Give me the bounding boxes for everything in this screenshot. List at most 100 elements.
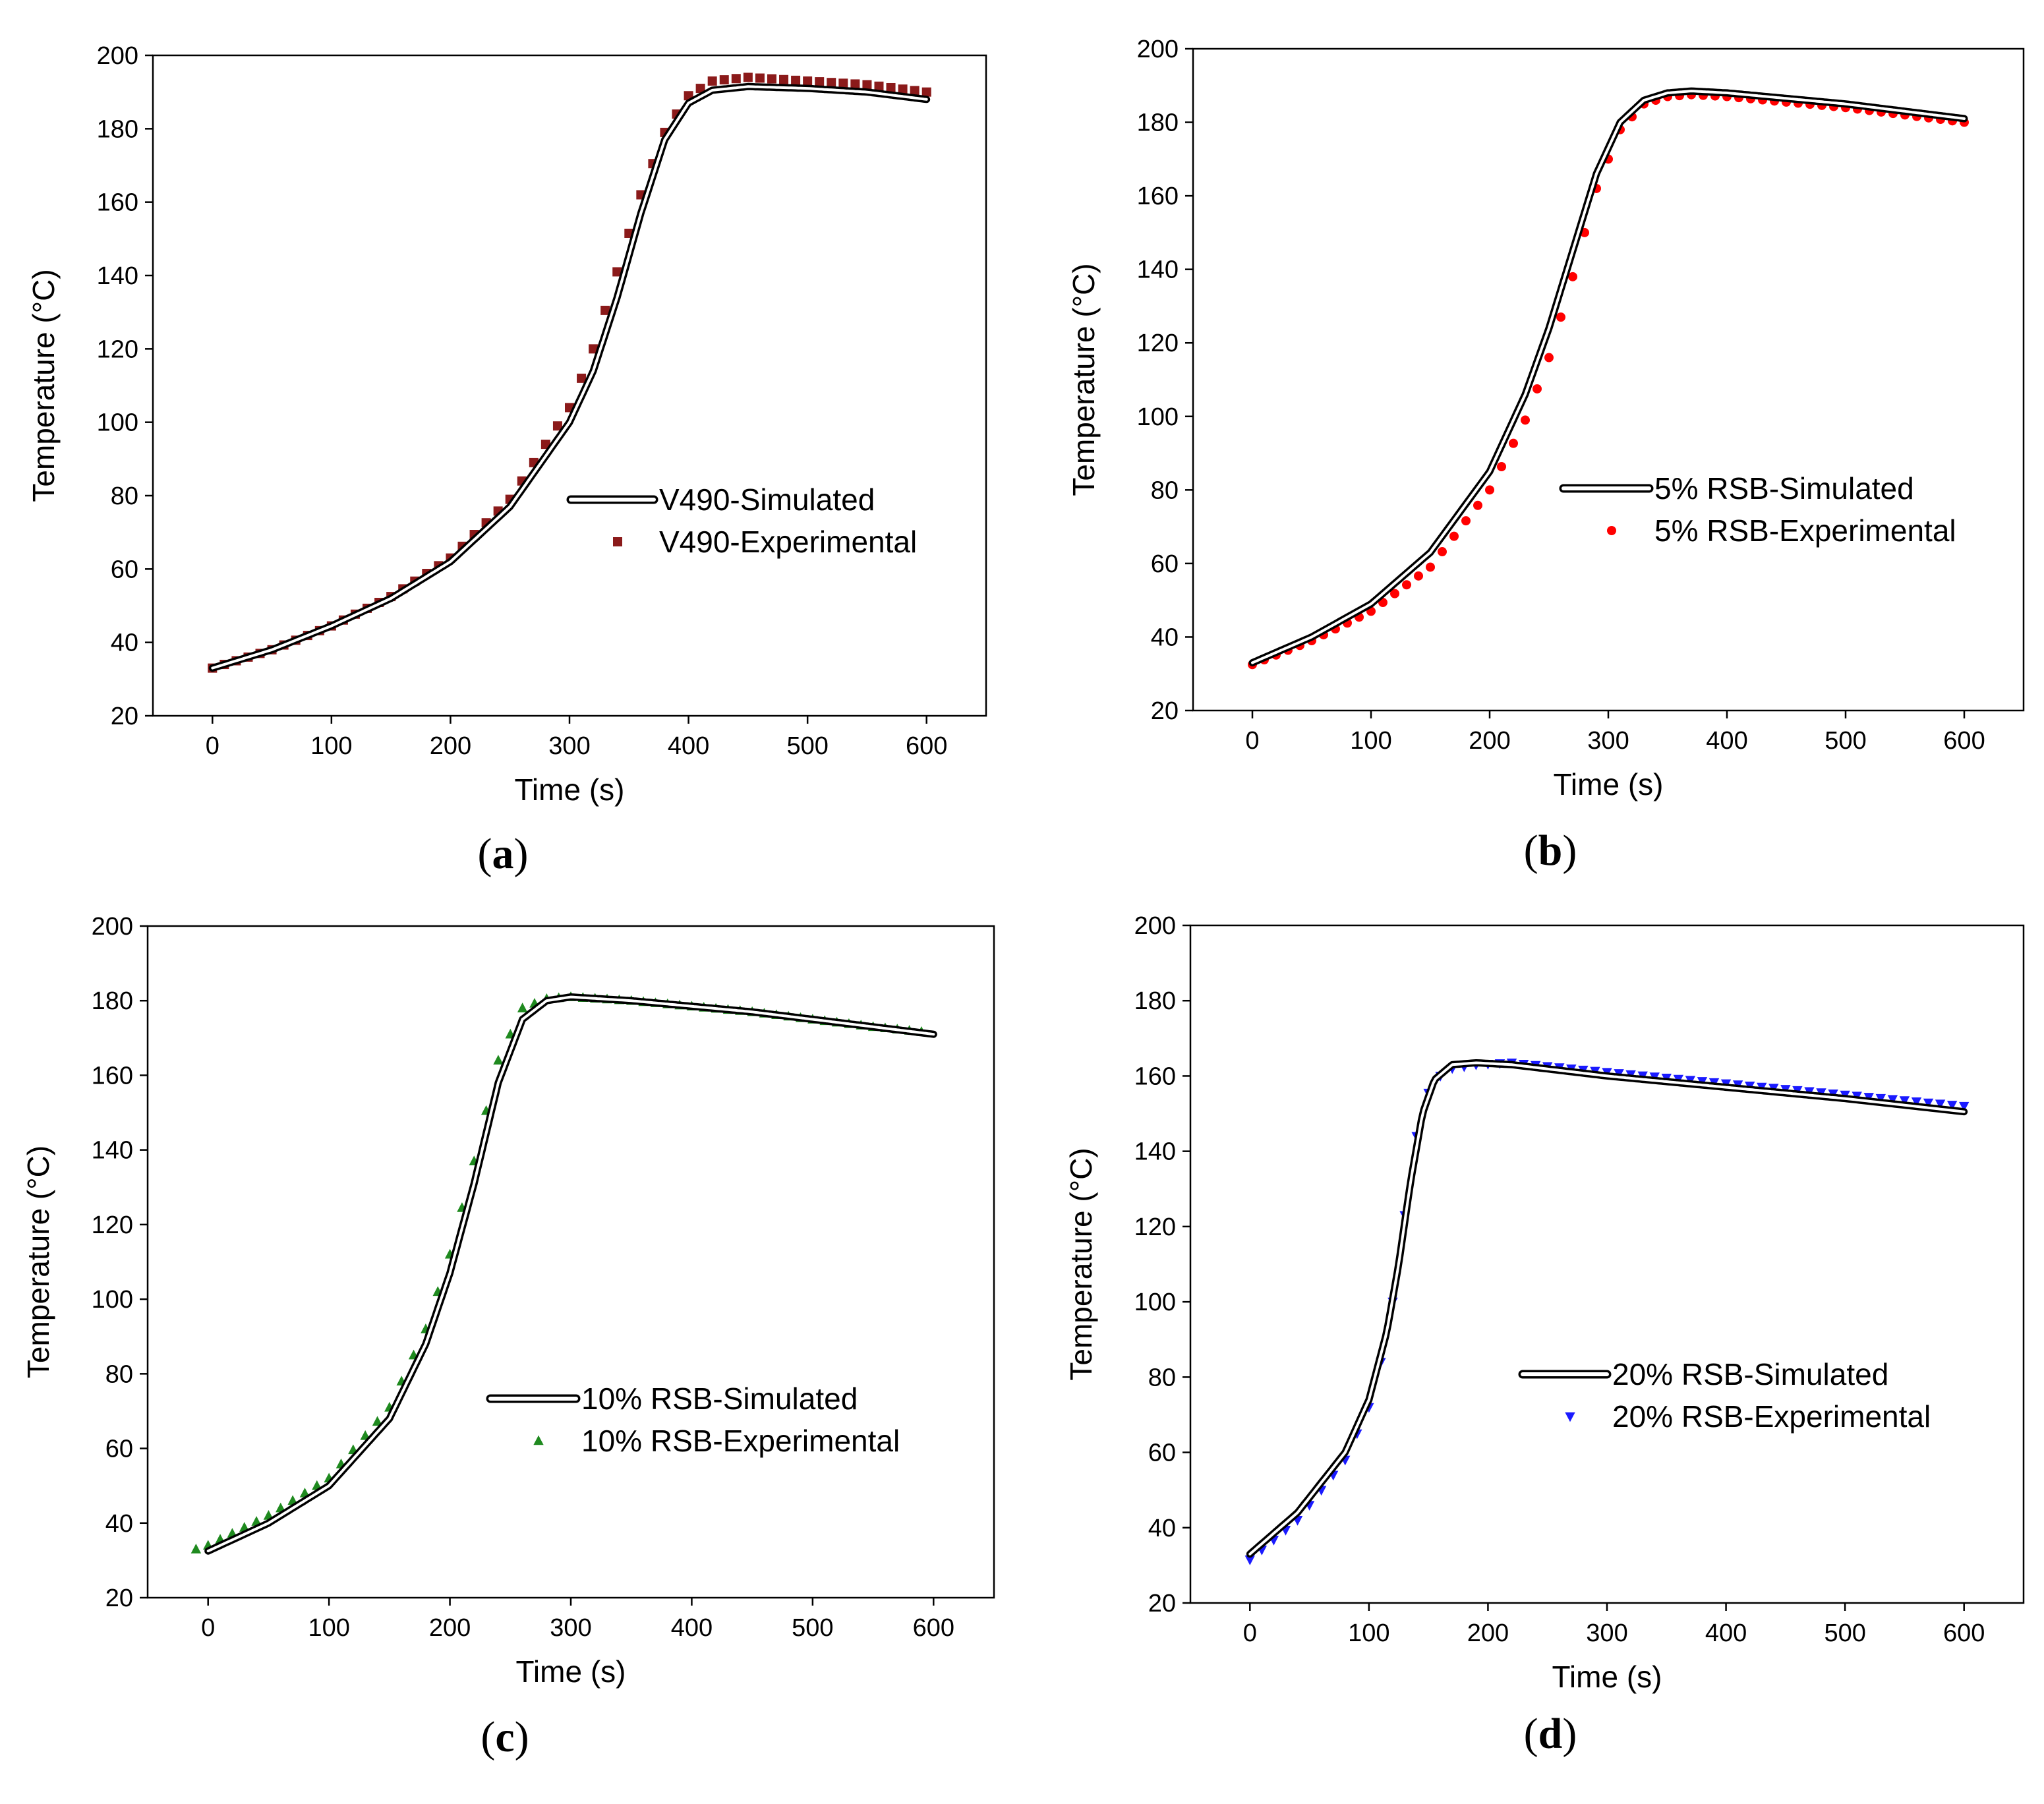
y-tick-label: 20 (105, 1585, 133, 1612)
experimental-point (707, 76, 717, 86)
experimental-point (1556, 312, 1565, 322)
experimental-point (1521, 415, 1530, 425)
experimental-point (779, 74, 789, 84)
experimental-point (1390, 589, 1399, 598)
x-tick-label: 300 (1587, 727, 1629, 755)
legend: V490-Simulated V490-Experimental (566, 482, 917, 559)
experimental-point (767, 74, 776, 84)
legend-simulated-label: 5% RSB-Simulated (1654, 471, 1914, 506)
legend-experimental-marker (1565, 1412, 1575, 1422)
panel-caption-letter: d (1538, 1710, 1563, 1758)
x-tick-label: 600 (1943, 727, 1985, 755)
experimental-point (1923, 1098, 1934, 1109)
experimental-point (612, 267, 622, 277)
panel-caption-letter: b (1538, 827, 1563, 875)
y-tick-label: 60 (1148, 1440, 1176, 1467)
x-tick-label: 600 (906, 732, 947, 760)
y-tick-label: 180 (1137, 109, 1179, 137)
experimental-point (1568, 272, 1577, 281)
x-tick-label: 300 (550, 1614, 591, 1642)
experimental-point (372, 1416, 383, 1426)
legend-experimental-label: 20% RSB-Experimental (1612, 1399, 1931, 1434)
y-axis-label: Temperature (°C) (26, 269, 61, 502)
experimental-point (743, 73, 753, 82)
y-tick-label: 100 (1137, 403, 1179, 431)
experimental-point (517, 1003, 528, 1012)
experimental-point (1402, 580, 1411, 590)
y-tick-label: 200 (1134, 912, 1176, 940)
panel-caption: (c) (481, 1713, 529, 1761)
experimental-point (251, 1516, 262, 1526)
x-axis-label: Time (s) (1554, 767, 1664, 801)
x-tick-label: 200 (430, 732, 471, 760)
experimental-point (1911, 1097, 1922, 1107)
x-tick-label: 200 (1469, 727, 1510, 755)
panel-c: 20 40 60 80 100 120 140 160 180 200 0 100 200 300 400 5… (21, 913, 995, 1761)
legend-experimental-label: 10% RSB-Experimental (581, 1424, 900, 1458)
legend: 5% RSB-Simulated 5% RSB-Experimental (1559, 471, 1956, 548)
y-tick-label: 180 (1134, 987, 1176, 1015)
experimental-point (600, 305, 610, 315)
experimental-point (731, 74, 741, 84)
experimental-point (815, 77, 825, 87)
x-axis-label: Time (s) (1552, 1660, 1662, 1694)
x-tick-label: 100 (308, 1614, 349, 1642)
y-tick-label: 60 (105, 1436, 133, 1463)
simulated-series (204, 993, 937, 1555)
experimental-point (493, 1055, 504, 1065)
experimental-point (921, 87, 931, 97)
experimental-point (552, 421, 562, 431)
x-tick-label: 300 (548, 732, 590, 760)
y-axis-label: Temperature (°C) (1064, 1148, 1098, 1380)
experimental-point (1533, 384, 1542, 393)
panel-caption: (d) (1524, 1710, 1577, 1758)
y-tick-label: 200 (92, 913, 133, 941)
simulated-line (1248, 1061, 1966, 1556)
y-tick-label: 160 (97, 189, 138, 217)
y-tick-label: 120 (1137, 330, 1179, 357)
legend-simulated-label: V490-Simulated (659, 482, 875, 517)
experimental-point (695, 84, 705, 94)
x-tick-label: 200 (429, 1614, 471, 1642)
experimental-point (874, 81, 884, 91)
x-tick-label: 400 (1706, 727, 1747, 755)
x-tick-label: 0 (206, 732, 219, 760)
y-tick-label: 140 (92, 1137, 133, 1165)
experimental-point (577, 373, 587, 383)
x-tick-label: 0 (1245, 727, 1259, 755)
panel-caption: (a) (478, 830, 529, 878)
experimental-point (886, 82, 896, 92)
experimental-point (791, 75, 801, 85)
x-tick-label: 500 (786, 732, 828, 760)
legend-experimental-label: 5% RSB-Experimental (1654, 513, 1956, 548)
experimental-point (190, 1544, 202, 1554)
experimental-point (719, 75, 729, 85)
y-tick-label: 180 (92, 987, 133, 1015)
experimental-point (1887, 1095, 1898, 1105)
y-tick-label: 200 (1137, 36, 1179, 63)
simulated-line (211, 85, 928, 670)
y-tick-label: 80 (1151, 477, 1179, 504)
experimental-point (589, 344, 599, 354)
experimental-point (1544, 353, 1554, 363)
y-axis-label: Temperature (°C) (21, 1146, 55, 1378)
y-tick-label: 140 (1134, 1138, 1176, 1166)
experimental-point (1935, 1099, 1946, 1110)
experimental-point (1438, 547, 1447, 557)
experimental-point (1461, 516, 1471, 526)
panel-a: 20 40 60 80 100 120 140 160 180 200 0 100 200 300 400 5… (26, 42, 987, 878)
simulated-series (1246, 1059, 1968, 1558)
y-tick-label: 100 (92, 1286, 133, 1314)
experimental-point (838, 78, 848, 88)
experimental-point (1497, 462, 1506, 472)
experimental-point (862, 80, 872, 90)
x-axis-label: Time (s) (515, 772, 625, 807)
legend-experimental-marker (533, 1435, 544, 1445)
legend-experimental-marker (1607, 526, 1616, 535)
y-tick-label: 100 (1134, 1289, 1176, 1316)
y-tick-label: 80 (111, 482, 138, 510)
y-axis-label: Temperature (°C) (1066, 263, 1101, 496)
experimental-point (1414, 571, 1423, 581)
panel-caption-letter: c (495, 1713, 514, 1761)
